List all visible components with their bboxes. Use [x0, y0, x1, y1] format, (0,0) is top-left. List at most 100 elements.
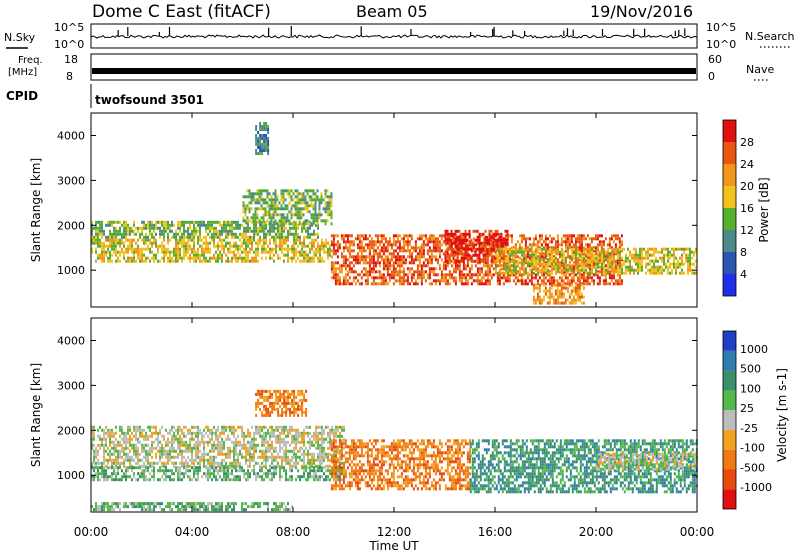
heatmap-cell — [378, 270, 381, 274]
heatmap-cell — [177, 232, 179, 236]
heatmap-cell — [655, 265, 657, 269]
heatmap-cell — [558, 289, 561, 293]
heatmap-cell — [358, 273, 361, 277]
heatmap-cell — [374, 264, 377, 268]
heatmap-cell — [583, 268, 585, 272]
heatmap-cell — [511, 268, 513, 272]
heatmap-cell — [456, 252, 459, 256]
heatmap-cell — [272, 204, 275, 208]
heatmap-cell — [562, 283, 565, 287]
heatmap-cell — [125, 259, 127, 263]
heatmap-cell — [93, 455, 95, 459]
heatmap-cell — [209, 431, 211, 435]
heatmap-cell — [602, 249, 605, 253]
heatmap-cell — [580, 243, 583, 247]
heatmap-cell — [256, 192, 259, 196]
heatmap-cell — [412, 258, 415, 262]
heatmap-cell — [225, 220, 227, 224]
heatmap-cell — [657, 250, 659, 254]
heatmap-cell — [370, 240, 373, 244]
heatmap-cell — [440, 279, 443, 283]
heatmap-cell — [559, 262, 561, 266]
heatmap-cell — [612, 273, 615, 277]
heatmap-cell — [627, 247, 629, 251]
heatmap-cell — [91, 446, 93, 450]
heatmap-cell — [368, 264, 371, 268]
heatmap-cell — [205, 431, 207, 435]
heatmap-cell — [219, 244, 221, 248]
heatmap-cell — [311, 238, 313, 242]
heatmap-cell — [181, 464, 183, 468]
heatmap-cell — [328, 204, 331, 208]
nsky-trace — [90, 26, 698, 39]
heatmap-cell — [438, 267, 441, 271]
heatmap-cell — [342, 276, 345, 280]
heatmap-cell — [505, 259, 507, 263]
heatmap-cell — [260, 189, 263, 193]
heatmap-cell — [264, 207, 267, 211]
heatmap-cell — [267, 125, 270, 128]
heatmap-cell — [480, 279, 483, 283]
heatmap-cell — [177, 443, 179, 447]
heatmap-cell — [145, 452, 147, 456]
heatmap-cell — [207, 259, 209, 263]
heatmap-cell — [287, 244, 289, 248]
heatmap-cell — [293, 250, 295, 254]
heatmap-cell — [575, 247, 577, 251]
heatmap-cell — [438, 249, 441, 253]
heatmap-cell — [498, 259, 501, 263]
heatmap-cell — [653, 268, 655, 272]
heatmap-cell — [312, 222, 315, 226]
heatmap-cell — [502, 241, 505, 245]
heatmap-cell — [651, 271, 653, 275]
heatmap-cell — [514, 246, 517, 250]
heatmap-cell — [117, 452, 119, 456]
heatmap-cell — [323, 250, 325, 254]
heatmap-cell — [203, 455, 205, 459]
heatmap-cell — [161, 220, 163, 224]
heatmap-cell — [573, 247, 575, 251]
heatmap-cell — [532, 286, 535, 290]
heatmap-cell — [589, 250, 591, 254]
heatmap-cell — [576, 292, 579, 296]
heatmap-cell — [499, 262, 501, 266]
heatmap-cell — [519, 247, 521, 251]
heatmap-cell — [398, 255, 401, 259]
heatmap-cell — [549, 271, 551, 275]
heatmap-cell — [591, 262, 593, 266]
heatmap-cell — [135, 446, 137, 450]
heatmap-cell — [340, 267, 343, 271]
heatmap-cell — [262, 189, 265, 193]
heatmap-cell — [187, 461, 189, 465]
heatmap-cell — [276, 207, 279, 211]
heatmap-cell — [466, 244, 469, 248]
heatmap-cell — [307, 235, 309, 239]
heatmap-cell — [464, 267, 467, 271]
heatmap-cell — [631, 253, 633, 257]
heatmap-cell — [448, 273, 451, 277]
heatmap-cell — [181, 256, 183, 260]
heatmap-cell — [267, 250, 269, 254]
heatmap-cell — [239, 253, 241, 257]
heatmap-cell — [253, 223, 255, 227]
heatmap-cell — [598, 240, 601, 244]
heatmap-cell — [301, 244, 303, 248]
heatmap-cell — [540, 252, 543, 256]
heatmap-cell — [464, 273, 467, 277]
heatmap-cell — [422, 270, 425, 274]
heatmap-cell — [256, 198, 259, 202]
heatmap-cell — [141, 256, 143, 260]
heatmap-cell — [231, 235, 233, 239]
heatmap-cell — [412, 273, 415, 277]
heatmap-cell — [517, 259, 519, 263]
heatmap-cell — [255, 446, 257, 450]
heatmap-cell — [91, 425, 93, 429]
heatmap-cell — [103, 229, 105, 233]
heatmap-cell — [444, 259, 447, 263]
heatmap-cell — [310, 222, 313, 226]
heatmap-cell — [280, 216, 283, 220]
heatmap-cell — [97, 238, 99, 242]
heatmap-cell — [263, 452, 265, 456]
heatmap-cell — [522, 279, 525, 283]
heatmap-cell — [552, 298, 555, 302]
